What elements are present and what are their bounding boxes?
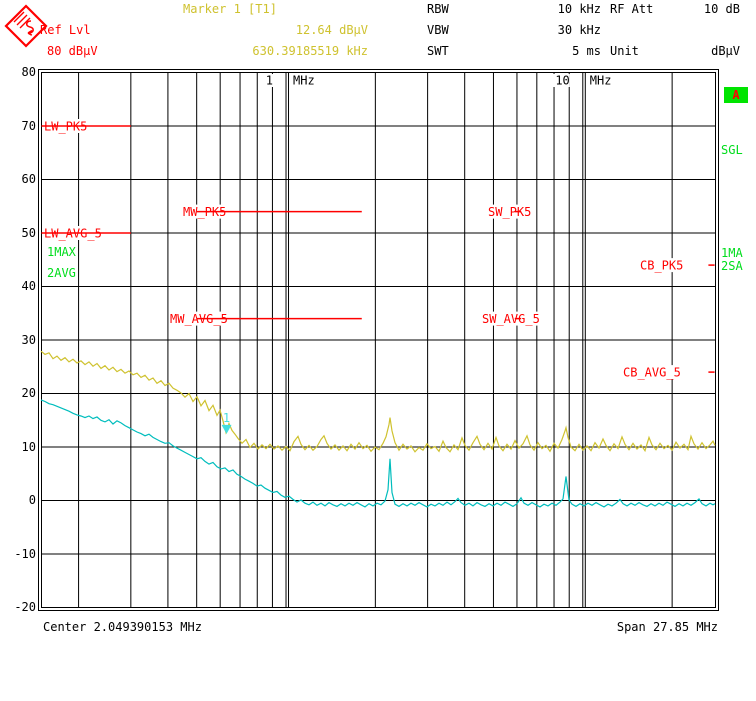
y-axis-label: 60 xyxy=(21,172,36,186)
limit-label-bg xyxy=(622,365,683,380)
vbw-value: 30 kHz xyxy=(557,23,601,37)
logo-hatch xyxy=(13,11,31,29)
marker-frequency-readout: 630.39185519 kHz xyxy=(252,44,368,58)
marker-level-readout: 12.64 dBµV xyxy=(295,23,368,37)
screen-a-badge: A xyxy=(724,87,748,103)
tick-label-bg xyxy=(587,74,614,87)
trace2-avg xyxy=(40,399,716,508)
trace1-max xyxy=(40,350,716,453)
ref-level-label: Ref Lvl xyxy=(40,23,91,37)
trace-mode-label: 1MAX xyxy=(47,245,76,259)
vbw-label: VBW xyxy=(427,23,449,37)
y-axis-label: 80 xyxy=(21,65,36,79)
marker-number: 1 xyxy=(223,411,230,425)
plot-frame-outer xyxy=(38,69,719,611)
limit-label-bg xyxy=(639,258,686,273)
trace-mode-label: 2AVG xyxy=(47,266,76,280)
freq-tick-number: 10 xyxy=(555,74,569,88)
y-axis-label: 40 xyxy=(21,279,36,293)
marker-title: Marker 1 [T1] xyxy=(183,2,277,16)
tick-label-bg xyxy=(262,74,274,87)
y-axis-label: -20 xyxy=(14,600,36,614)
y-axis-label: 10 xyxy=(21,439,36,454)
y-axis-label: -10 xyxy=(14,546,36,561)
swt-value: 5 ms xyxy=(572,44,601,58)
limit-line-label: SW_AVG_5 xyxy=(482,312,540,326)
limit-line-label: CB_PK5 xyxy=(640,259,683,273)
unit-value: dBµV xyxy=(711,44,740,58)
ref-level-value: 80 dBµV xyxy=(47,44,98,58)
marker-symbol[interactable] xyxy=(221,424,232,434)
y-axis-label: 0 xyxy=(28,493,36,507)
logo-s-arrow xyxy=(25,20,34,36)
center-frequency-readout: Center 2.049390153 MHz xyxy=(43,620,202,634)
limit-line-label: CB_AVG_5 xyxy=(623,366,681,380)
tick-label-bg xyxy=(552,74,570,87)
rbw-label: RBW xyxy=(427,2,449,16)
rf-att-label: RF Att xyxy=(610,2,654,16)
status-label-2sa: 2SA xyxy=(721,259,743,273)
freq-tick-unit: MHz xyxy=(590,74,612,88)
y-axis-label: 70 xyxy=(21,118,36,133)
tick-label-bg xyxy=(291,74,317,87)
rf-att-value: 10 dB xyxy=(703,2,740,16)
y-axis-label: 30 xyxy=(21,332,36,347)
freq-tick-unit: MHz xyxy=(293,74,315,88)
status-label-sgl: SGL xyxy=(721,143,743,157)
logo-diamond xyxy=(4,4,48,48)
rbw-value: 10 kHz xyxy=(557,2,601,16)
y-axis-label: 20 xyxy=(21,386,36,400)
limit-label-bg xyxy=(487,204,534,219)
limit-line-label: SW_PK5 xyxy=(488,205,531,219)
freq-tick-number: 1 xyxy=(266,74,273,88)
span-readout: Span 27.85 MHz xyxy=(616,620,718,634)
status-label-1ma: 1MA xyxy=(721,246,743,260)
y-axis-label: 50 xyxy=(21,225,36,240)
swt-label: SWT xyxy=(427,44,449,58)
brand-logo xyxy=(4,4,48,48)
limit-label-bg xyxy=(481,311,542,326)
unit-label: Unit xyxy=(610,44,639,58)
